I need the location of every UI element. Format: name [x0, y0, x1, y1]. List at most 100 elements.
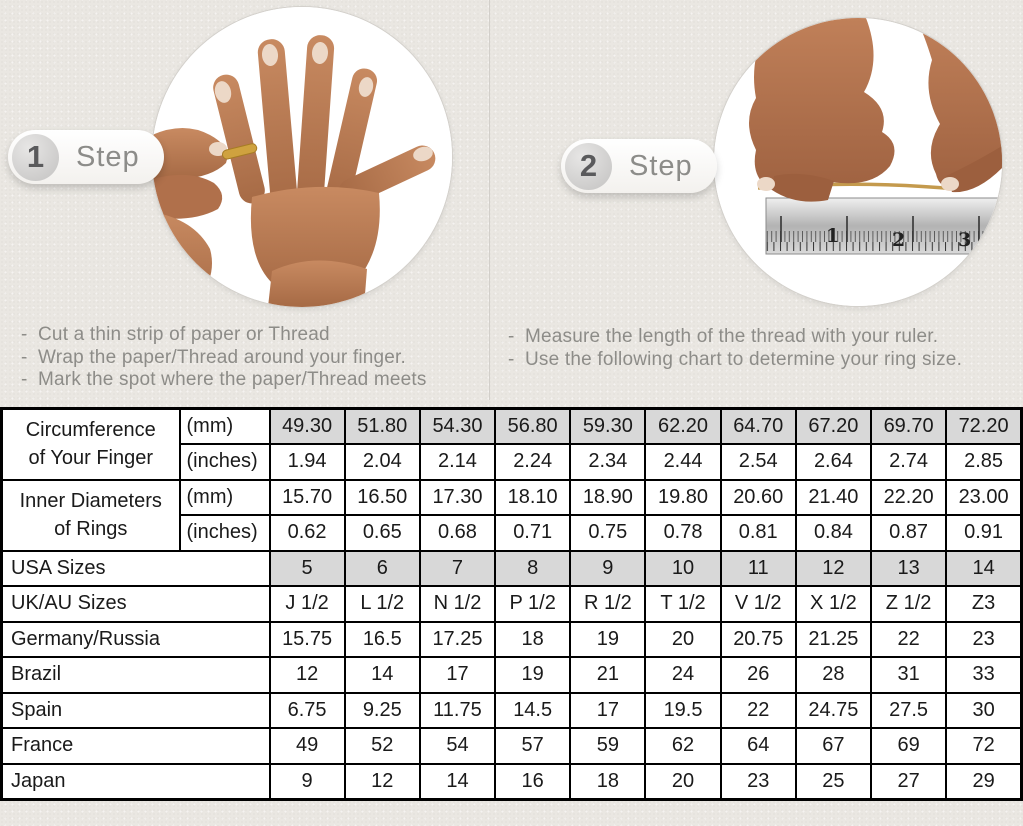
instruction-text: Mark the spot where the paper/Thread mee… [38, 369, 427, 390]
size-value-cell: 33 [945, 656, 1023, 694]
instruction-text: Measure the length of the thread with yo… [525, 326, 939, 347]
size-value-cell: R 1/2 [569, 585, 647, 623]
unit-label: (inches) [178, 514, 271, 552]
instruction-line: - Mark the spot where the paper/Thread me… [21, 369, 491, 392]
step-1-number: 1 [12, 133, 59, 181]
size-value-cell: 51.80 [343, 407, 421, 445]
size-value-cell: 20 [644, 620, 722, 658]
size-value-cell: 0.65 [343, 514, 421, 552]
size-value-cell: 0.62 [268, 514, 346, 552]
size-value-cell: 19.80 [644, 478, 722, 516]
hand-with-ring-icon [152, 7, 452, 307]
size-value-cell: 23 [719, 762, 797, 800]
size-value-cell: 54 [418, 727, 497, 765]
size-value-cell: 14 [945, 549, 1023, 587]
size-value-cell: 19 [569, 620, 647, 658]
size-value-cell: 18.10 [494, 478, 572, 516]
size-value-cell: 69 [869, 727, 948, 765]
size-value-cell: L 1/2 [343, 585, 421, 623]
size-value-cell: 12 [268, 656, 346, 694]
unit-label: (mm) [178, 407, 271, 445]
size-value-cell: 23 [945, 620, 1023, 658]
instruction-text: Wrap the paper/Thread around your finger… [38, 346, 407, 368]
size-value-cell: 2.14 [418, 443, 497, 481]
ring-size-conversion-table: Circumference of Your Finger (mm) 49.30 51.… [0, 407, 1023, 801]
table-row: Inner Diameters of Rings (mm) 15.70 16.50 17… [0, 478, 1023, 552]
instruction-line: - Cut a thin strip of paper or Thread [21, 324, 491, 347]
step-2-badge: 2 Step [561, 139, 717, 193]
instruction-line: - Wrap the paper/Thread around your finge… [21, 347, 491, 370]
table-row: (inches) 1.94 2.04 2.14 2.24 2.34 2.44 2.54 2.64… [2, 443, 1023, 481]
size-value-cell: V 1/2 [719, 585, 797, 623]
table-row: Brazil 12 14 17 19 21 24 26 28 31 33 [0, 656, 1023, 694]
size-value-cell: 67 [794, 727, 873, 765]
size-value-cell: 2.04 [343, 443, 421, 481]
size-value-cell: 2.44 [644, 443, 722, 481]
size-value-cell: 62 [644, 727, 722, 765]
size-value-cell: 0.91 [945, 514, 1023, 552]
bullet-dash: - [21, 369, 28, 390]
size-value-cell: 21 [569, 656, 647, 694]
size-value-cell: 27.5 [869, 691, 948, 729]
size-value-cell: 17 [569, 691, 647, 729]
row-label: UK/AU Sizes [0, 585, 271, 623]
bullet-dash: - [21, 346, 28, 368]
size-value-cell: 2.54 [719, 443, 797, 481]
size-value-cell: 72.20 [945, 407, 1023, 445]
size-value-cell: 6 [343, 549, 421, 587]
size-value-cell: 62.20 [644, 407, 722, 445]
size-value-cell: 12 [343, 762, 421, 800]
instruction-text: Use the following chart to determine you… [525, 348, 963, 370]
size-value-cell: 31 [869, 656, 948, 694]
size-value-cell: 49.30 [268, 407, 346, 445]
size-value-cell: 69.70 [869, 407, 948, 445]
size-value-cell: 24 [644, 656, 722, 694]
size-value-cell: 14 [418, 762, 497, 800]
size-value-cell: 0.75 [569, 514, 647, 552]
ruler-mark-1: 1 [826, 225, 839, 247]
unit-label: (inches) [178, 443, 271, 481]
size-value-cell: 22 [869, 620, 948, 658]
size-value-cell: 20.60 [719, 478, 797, 516]
bullet-dash: - [21, 324, 28, 345]
size-value-cell: 5 [268, 549, 346, 587]
ruler-mark-2: 2 [892, 229, 905, 251]
size-value-cell: X 1/2 [794, 585, 873, 623]
size-value-cell: 18 [569, 762, 647, 800]
size-value-cell: 18.90 [569, 478, 647, 516]
size-value-cell: 0.68 [418, 514, 497, 552]
step-1-badge: 1 Step [8, 130, 164, 184]
size-value-cell: 14.5 [494, 691, 572, 729]
size-value-cell: 25 [794, 762, 873, 800]
size-value-cell: 0.78 [644, 514, 722, 552]
size-value-cell: 21.40 [794, 478, 873, 516]
step-2-photo: 1 2 3 [713, 17, 1003, 307]
table-row: Germany/Russia 15.75 16.5 17.25 18 19 20 20.75 2… [0, 620, 1023, 658]
size-value-cell: 0.87 [869, 514, 948, 552]
instruction-line: - Use the following chart to determine yo… [508, 349, 1018, 372]
unit-label: (mm) [178, 478, 271, 516]
size-value-cell: J 1/2 [268, 585, 346, 623]
ruler-mark-3: 3 [958, 229, 971, 251]
size-value-cell: 16 [494, 762, 572, 800]
size-value-cell: 19 [494, 656, 572, 694]
size-value-cell: 22.20 [869, 478, 948, 516]
step-1-photo [151, 6, 453, 308]
size-value-cell: P 1/2 [494, 585, 572, 623]
size-value-cell: 22 [719, 691, 797, 729]
table-row: UK/AU Sizes J 1/2 L 1/2 N 1/2 P 1/2 R 1/2 T 1/… [0, 585, 1023, 623]
section-divider [489, 0, 490, 400]
size-table-body: Circumference of Your Finger (mm) 49.30 51.… [0, 407, 1023, 800]
step-1-instructions: - Cut a thin strip of paper or Thread - Wr… [21, 324, 491, 392]
row-group-label: Inner Diameters of Rings [0, 478, 181, 552]
size-value-cell: Z3 [945, 585, 1023, 623]
size-value-cell: 23.00 [945, 478, 1023, 516]
size-value-cell: 24.75 [794, 691, 873, 729]
size-value-cell: 16.50 [343, 478, 421, 516]
step-1-label: Step [76, 140, 140, 173]
size-value-cell: 26 [719, 656, 797, 694]
size-value-cell: 64.70 [719, 407, 797, 445]
size-value-cell: 17.30 [418, 478, 497, 516]
table-row: Japan 9 12 14 16 18 20 23 25 27 29 [0, 762, 1023, 800]
size-value-cell: 2.64 [794, 443, 873, 481]
